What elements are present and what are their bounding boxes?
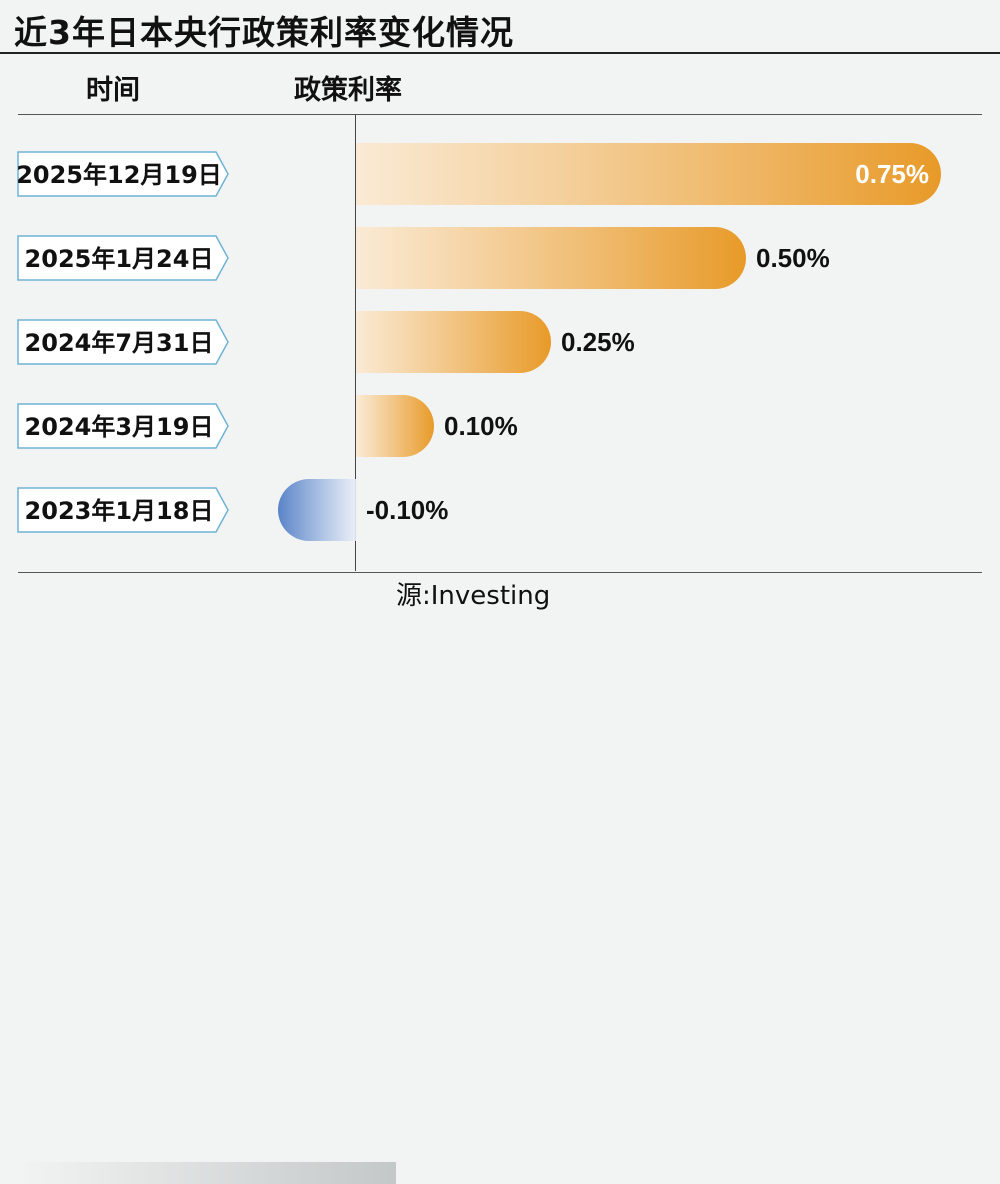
date-label-box [17, 235, 229, 281]
date-label-box [17, 403, 229, 449]
title-divider [0, 52, 1000, 54]
bar [356, 311, 551, 373]
data-label: 0.25% [561, 327, 635, 357]
zero-axis-line [355, 115, 356, 571]
date-label-box [17, 487, 229, 533]
data-label: 0.10% [444, 411, 518, 441]
category-label: 2024年7月31日 [25, 329, 214, 357]
column-header-rate: 政策利率 [294, 75, 402, 106]
source-text: 源:Investing [396, 581, 551, 611]
bar [356, 227, 746, 289]
date-label-box [17, 151, 229, 197]
bar-chart: 2025年12月19日 0.75% 2025年1月24日 0.50% 2024年7月31… [16, 143, 941, 541]
bars-group: 2025年12月19日 0.75% 2025年1月24日 0.50% 2024年7月31… [16, 143, 941, 541]
bar [278, 479, 356, 541]
footer-divider [18, 572, 982, 573]
date-label-box [17, 319, 229, 365]
category-label: 2023年1月18日 [25, 497, 214, 525]
column-header-time: 时间 [86, 75, 140, 106]
data-label: -0.10% [366, 495, 448, 525]
source-fade [18, 1162, 396, 1184]
data-label: 0.75% [855, 159, 929, 189]
bar [356, 395, 434, 457]
category-label: 2025年12月19日 [16, 161, 222, 189]
category-label: 2024年3月19日 [25, 413, 214, 441]
source-note: 源:Investing [0, 578, 1000, 1184]
chart-title: 近3年日本央行政策利率变化情况 [14, 13, 514, 52]
category-label: 2025年1月24日 [25, 245, 214, 273]
header-divider [18, 114, 982, 115]
data-label: 0.50% [756, 243, 830, 273]
bar [356, 143, 941, 205]
